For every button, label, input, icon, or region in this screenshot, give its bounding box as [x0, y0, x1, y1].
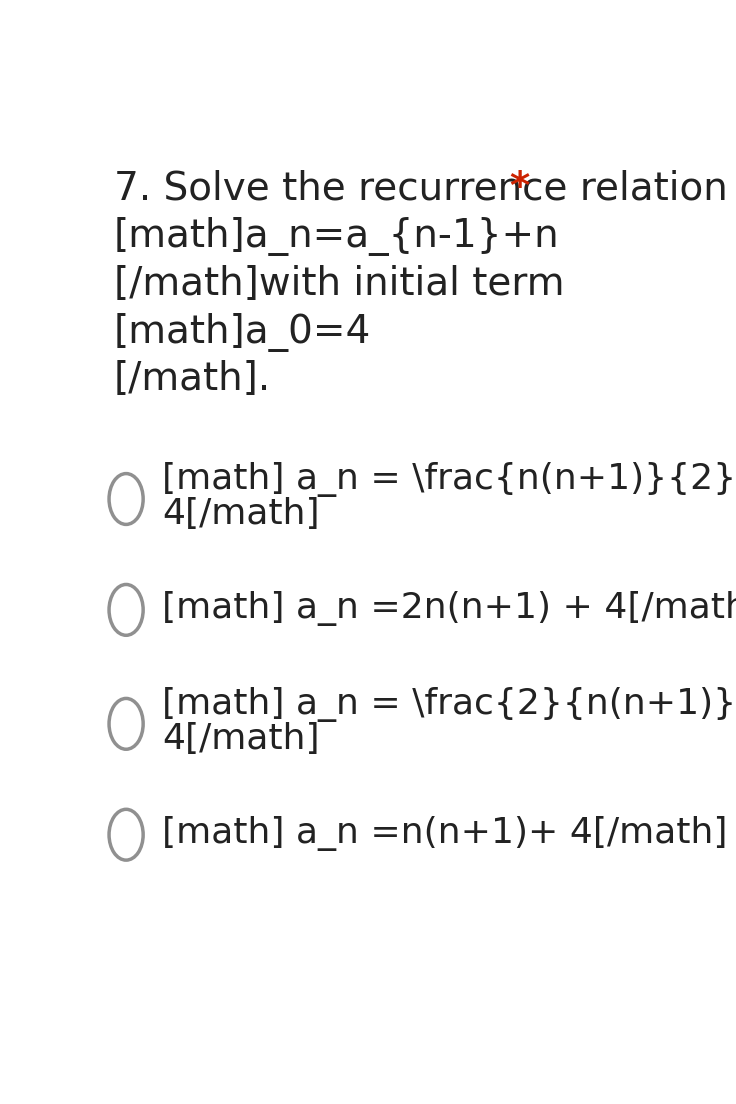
- Text: [math] a_n =n(n+1)+ 4[/math]: [math] a_n =n(n+1)+ 4[/math]: [162, 816, 727, 851]
- Text: *: *: [509, 169, 529, 208]
- Text: [math] a_n =2n(n+1) + 4[/math]: [math] a_n =2n(n+1) + 4[/math]: [162, 592, 736, 626]
- Text: 4[/math]: 4[/math]: [162, 722, 319, 756]
- Text: 7. Solve the recurrence relation: 7. Solve the recurrence relation: [113, 169, 736, 208]
- Text: [math] a_n = \frac{n(n+1)}{2} +: [math] a_n = \frac{n(n+1)}{2} +: [162, 463, 736, 497]
- Text: [/math].: [/math].: [113, 360, 271, 399]
- Text: [/math]with initial term: [/math]with initial term: [113, 265, 565, 302]
- Text: [math]a_n=a_{n-1}+n: [math]a_n=a_{n-1}+n: [113, 217, 559, 256]
- Text: 4[/math]: 4[/math]: [162, 498, 319, 531]
- Text: [math] a_n = \frac{2}{n(n+1)} +: [math] a_n = \frac{2}{n(n+1)} +: [162, 687, 736, 722]
- Text: [math]a_0=4: [math]a_0=4: [113, 312, 371, 352]
